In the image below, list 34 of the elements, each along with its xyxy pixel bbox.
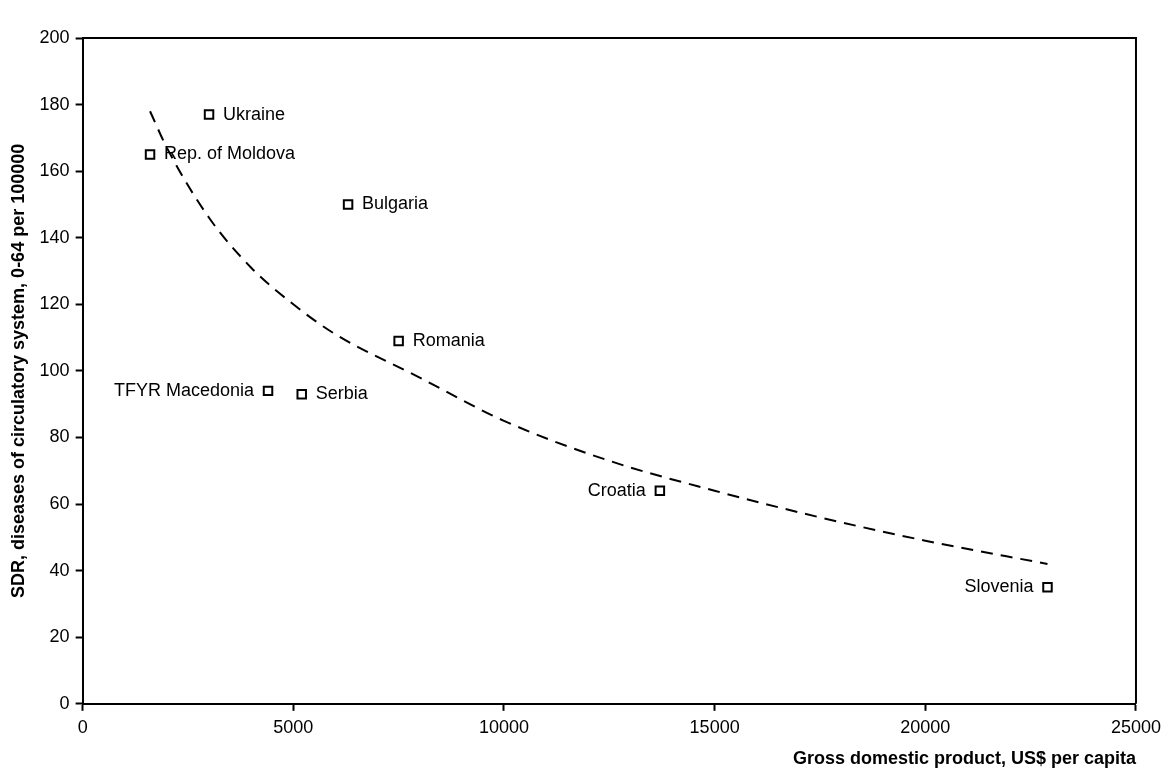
point — [1042, 582, 1053, 593]
y-tick-label: 120 — [39, 293, 70, 314]
annotation: Bulgaria — [362, 193, 430, 214]
y-tick-label: 0 — [59, 692, 70, 713]
y-tick-label: 40 — [49, 559, 70, 580]
point — [203, 109, 215, 120]
annotation: Croatia — [587, 479, 647, 500]
annotation: Slovenia — [964, 576, 1035, 597]
point — [144, 149, 156, 160]
x-tick-label: 5000 — [273, 716, 314, 737]
y-tick-label: 60 — [49, 493, 70, 514]
x-tick-label: 25000 — [1110, 716, 1161, 737]
annotation: Serbia — [315, 383, 369, 404]
x-tick-label: 20000 — [900, 716, 951, 737]
y-tick-label: 80 — [49, 426, 70, 447]
x-axis-title: Gross domestic product, US$ per capita — [792, 748, 1137, 769]
annotation: TFYR Macedonia — [113, 379, 256, 400]
x-tick-label: 0 — [77, 716, 88, 737]
y-tick-label: 160 — [39, 160, 70, 181]
point — [262, 385, 274, 397]
y-tick-label: 180 — [39, 93, 70, 114]
y-tick-label: 140 — [39, 226, 70, 247]
annotation: Ukraine — [223, 103, 286, 124]
point — [296, 388, 307, 400]
x-tick-label: 15000 — [689, 716, 740, 737]
point — [654, 485, 666, 496]
y-tick-label: 200 — [39, 26, 70, 47]
x-tick-label: 10000 — [478, 716, 529, 737]
y-tick-label: 20 — [49, 626, 70, 647]
point — [342, 199, 354, 210]
annotation: Romania — [412, 329, 486, 350]
point — [393, 335, 404, 347]
y-tick-label: 100 — [39, 359, 70, 380]
y-axis-title: SDR, diseases of circulatory system, 0-64 per 100000 — [7, 143, 28, 599]
